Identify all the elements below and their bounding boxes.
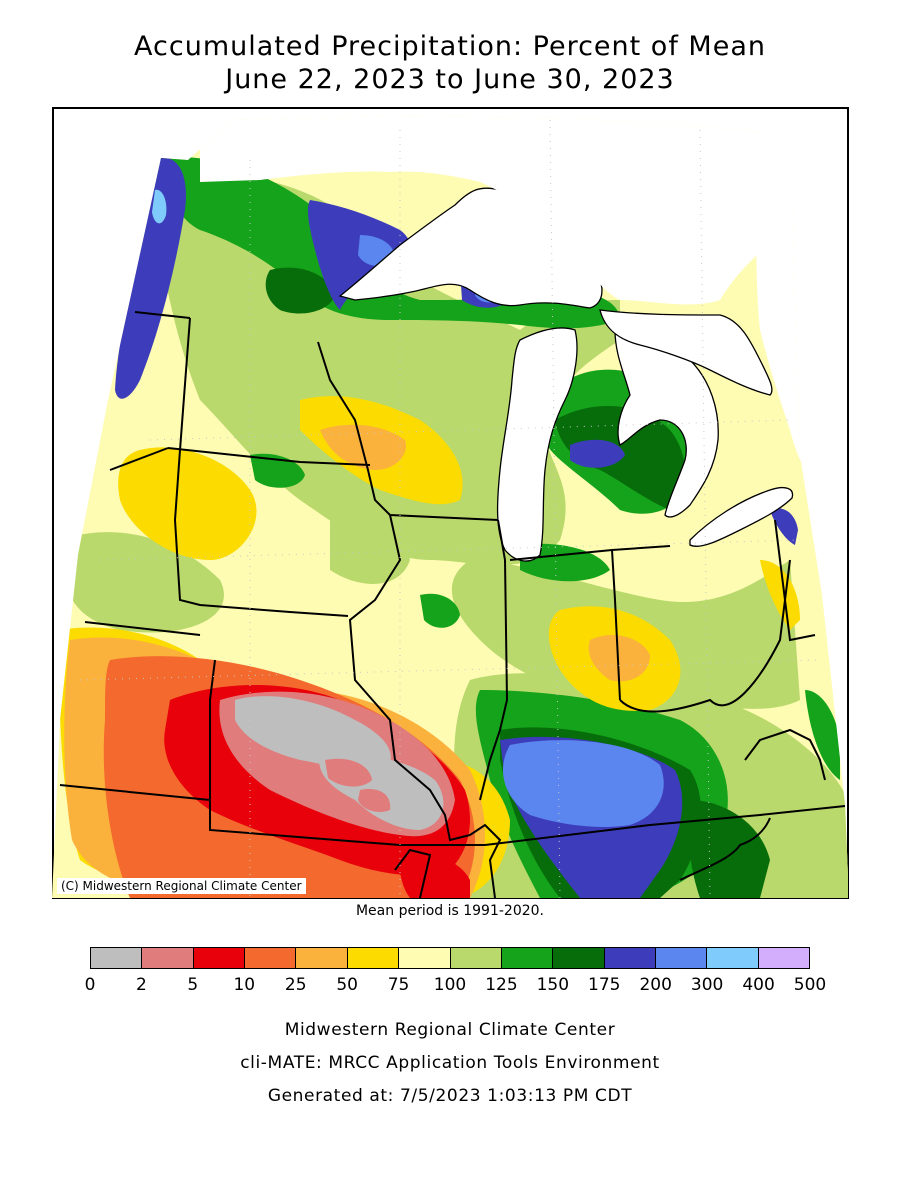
precipitation-map: [52, 107, 849, 899]
legend-swatch-8: [501, 948, 554, 968]
legend-tick-label: 150: [536, 975, 570, 995]
legend-tick-label: 300: [690, 975, 724, 995]
legend-swatch-13: [758, 948, 810, 968]
lake-erie: [689, 487, 794, 547]
legend-swatch-3: [245, 948, 297, 968]
legend-tick-label: 100: [433, 975, 467, 995]
map-credit: (C) Midwestern Regional Climate Center: [57, 878, 306, 894]
lake-huron: [614, 329, 719, 518]
legend-tick-label: 75: [387, 975, 410, 995]
map-title: Accumulated Precipitation: Percent of Me…: [134, 31, 766, 62]
legend-swatch-0: [91, 948, 143, 968]
state-boundaries: [59, 311, 846, 899]
legend-swatch-12: [707, 948, 759, 968]
legend-swatch-1: [142, 948, 194, 968]
legend-swatch-10: [604, 948, 656, 968]
legend-tick-label: 25: [284, 975, 307, 995]
color-legend: [90, 947, 810, 969]
precip-contours: [52, 116, 848, 898]
footer-generated-time: Generated at: 7/5/2023 1:03:13 PM CDT: [267, 1086, 633, 1106]
legend-swatch-7: [450, 948, 502, 968]
legend-tick-label: 0: [84, 975, 96, 995]
footer-organization: Midwestern Regional Climate Center: [284, 1020, 616, 1040]
legend-tick-label: 50: [336, 975, 358, 995]
legend-tick-label: 400: [742, 975, 775, 995]
lake-superior-east: [599, 309, 773, 396]
legend-tick-label: 500: [793, 975, 827, 995]
legend-tick-label: 125: [485, 975, 518, 995]
legend-tick-labels: 0 2 5 10 25 50 75 100 125 150 175 200 300 400 500: [85, 975, 827, 999]
mean-period-note: Mean period is 1991-2020.: [355, 903, 545, 919]
legend-swatch-6: [399, 948, 451, 968]
legend-tick-label: 10: [233, 975, 256, 995]
map-date-range: June 22, 2023 to June 30, 2023: [225, 64, 675, 95]
legend-tick-label: 200: [639, 975, 672, 995]
graticule: [79, 119, 821, 899]
legend-tick-label: 5: [187, 975, 199, 995]
lake-michigan: [496, 327, 578, 562]
footer-tool-name: cli-MATE: MRCC Application Tools Environ…: [240, 1053, 660, 1073]
legend-swatch-9: [553, 948, 605, 968]
legend-tick-label: 175: [588, 975, 621, 995]
legend-swatch-2: [193, 948, 246, 968]
legend-swatch-11: [655, 948, 708, 968]
legend-swatch-5: [347, 948, 400, 968]
legend-swatch-4: [296, 948, 348, 968]
legend-tick-label: 2: [136, 975, 147, 995]
